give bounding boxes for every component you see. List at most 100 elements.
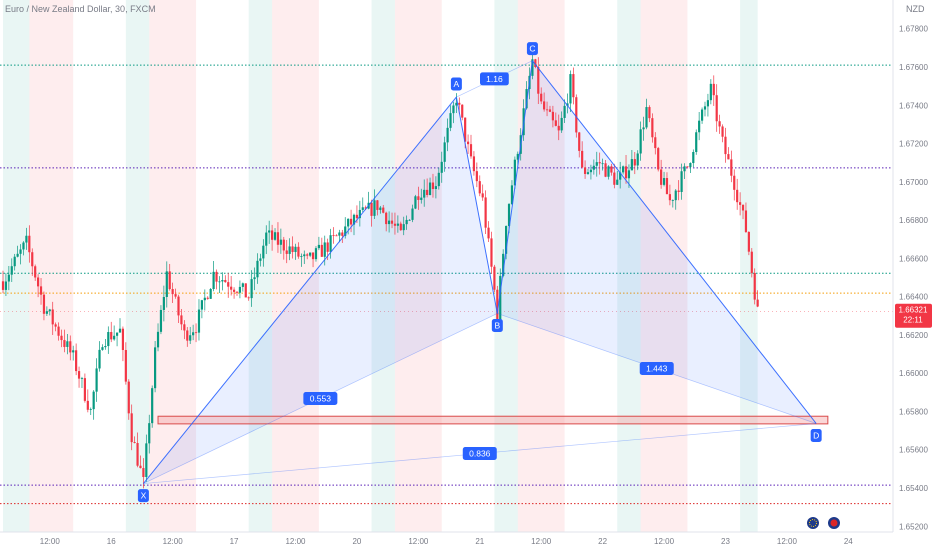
- candle: [145, 434, 148, 482]
- candle-body: [28, 235, 31, 253]
- candle: [77, 366, 81, 388]
- xa-leg[interactable]: [143, 96, 457, 484]
- candle-body: [671, 200, 674, 201]
- session-band: [394, 0, 442, 532]
- time-tick-label: 12:00: [163, 537, 184, 546]
- candle-body: [484, 197, 487, 228]
- candle-body: [616, 179, 619, 185]
- last-price-tag-bg: [895, 303, 932, 328]
- candle: [317, 236, 320, 251]
- cd-leg[interactable]: [532, 60, 817, 424]
- candle: [736, 178, 739, 210]
- candle: [180, 308, 183, 331]
- candle-body: [139, 465, 142, 469]
- event-icons[interactable]: [807, 517, 840, 529]
- ab-leg[interactable]: [455, 96, 498, 314]
- candle-body: [101, 347, 104, 350]
- candle: [115, 332, 119, 347]
- candle: [434, 176, 437, 199]
- candle-body: [490, 238, 493, 267]
- candle: [54, 322, 57, 332]
- candle-body: [382, 207, 385, 213]
- point-label-d: D: [810, 428, 822, 442]
- candle-body: [496, 289, 499, 321]
- target-zone[interactable]: [157, 415, 829, 425]
- target-zone-box[interactable]: [157, 415, 829, 425]
- candle-body: [674, 190, 677, 201]
- session-band: [617, 0, 641, 532]
- candle-body: [86, 400, 89, 410]
- bc-leg[interactable]: [496, 60, 533, 314]
- candle-body: [206, 297, 209, 299]
- candle: [370, 199, 373, 227]
- session-band: [272, 0, 319, 532]
- candle: [733, 169, 736, 201]
- candle: [104, 338, 107, 350]
- candle: [60, 329, 63, 348]
- candle: [689, 162, 692, 174]
- candle: [247, 296, 250, 301]
- candle-body: [630, 159, 633, 171]
- candle-body: [271, 230, 274, 240]
- candle: [698, 112, 701, 141]
- candle-body: [200, 300, 203, 310]
- candle-body: [592, 165, 595, 170]
- candle: [127, 379, 130, 420]
- candle: [417, 186, 420, 210]
- harmonic-pattern-fill: [143, 60, 817, 484]
- price-tick-label: 1.67800: [899, 25, 928, 34]
- candle: [31, 248, 34, 276]
- candle: [235, 290, 239, 296]
- candle: [329, 228, 332, 259]
- candle: [662, 171, 666, 187]
- candle: [162, 285, 165, 322]
- candle: [636, 150, 639, 171]
- candle-body: [575, 97, 578, 133]
- candle-body: [364, 207, 367, 209]
- candle: [741, 204, 745, 220]
- candle: [376, 199, 379, 216]
- candle-body: [525, 89, 528, 109]
- bcd-triangle: [497, 60, 817, 424]
- ratio-label-xb-text: 0.553: [310, 394, 332, 404]
- candle: [218, 276, 221, 294]
- price-tick-label: 1.65400: [899, 484, 928, 493]
- candle-body: [48, 309, 51, 312]
- candle: [586, 168, 590, 175]
- candle-body: [569, 74, 572, 104]
- time-axis[interactable]: [0, 532, 932, 550]
- candle: [744, 202, 748, 234]
- candle-body: [136, 443, 139, 466]
- candle-body: [279, 239, 282, 245]
- candle-body: [247, 297, 250, 299]
- candle-body: [25, 235, 28, 243]
- point-label-a-text: A: [454, 79, 460, 89]
- candle-body: [390, 220, 394, 224]
- candle-body: [747, 231, 750, 252]
- candle: [598, 152, 601, 175]
- eu-flag-icon[interactable]: [807, 517, 819, 529]
- candle-body: [449, 113, 452, 128]
- candle-body: [645, 107, 648, 128]
- candle-body: [347, 218, 350, 227]
- price-tick-label: 1.66400: [899, 293, 928, 302]
- candle-body: [753, 272, 756, 300]
- candle-body: [730, 159, 733, 176]
- candle: [282, 236, 285, 260]
- price-axis[interactable]: [893, 0, 932, 532]
- candle-body: [417, 196, 420, 200]
- candle: [148, 414, 151, 454]
- candle: [452, 101, 455, 124]
- candle: [455, 93, 458, 114]
- candle-body: [665, 178, 669, 195]
- nz-flag-icon-center: [830, 519, 838, 527]
- candle: [25, 227, 28, 250]
- candle-body: [256, 260, 259, 278]
- candle-body: [57, 326, 60, 336]
- candle: [306, 253, 309, 260]
- candle: [98, 341, 101, 372]
- candle: [700, 107, 704, 124]
- candle: [446, 118, 449, 152]
